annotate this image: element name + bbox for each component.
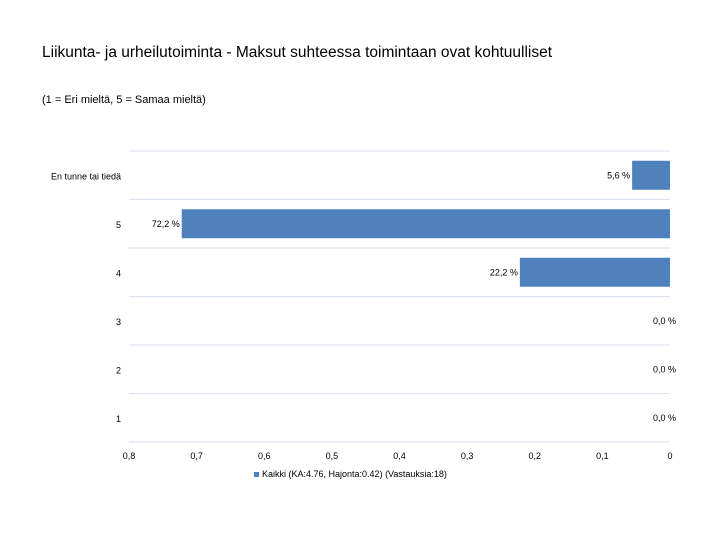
data-label: 22,2 % bbox=[490, 267, 518, 277]
category-label: En tunne tai tiedä bbox=[51, 171, 121, 181]
x-tick-label: 0,1 bbox=[596, 451, 609, 461]
data-label: 5,6 % bbox=[607, 170, 630, 180]
data-label: 72,2 % bbox=[152, 219, 180, 229]
x-tick-label: 0,6 bbox=[258, 451, 271, 461]
category-label: 4 bbox=[116, 268, 121, 278]
category-label: 1 bbox=[116, 414, 121, 424]
bar bbox=[519, 257, 670, 287]
bar bbox=[632, 160, 670, 190]
x-tick-label: 0,7 bbox=[190, 451, 203, 461]
data-label: 0,0 % bbox=[653, 413, 676, 423]
category-label: 2 bbox=[116, 365, 121, 375]
x-tick-label: 0,4 bbox=[393, 451, 406, 461]
legend-label: Kaikki (KA:4.76, Hajonta:0.42) (Vastauks… bbox=[262, 469, 447, 479]
chart-subtitle: (1 = Eri mieltä, 5 = Samaa mieltä) bbox=[42, 94, 206, 106]
x-tick-label: 0,8 bbox=[123, 451, 136, 461]
x-tick-label: 0,5 bbox=[326, 451, 339, 461]
data-label: 0,0 % bbox=[653, 316, 676, 326]
legend-swatch bbox=[254, 471, 259, 477]
category-label: 5 bbox=[116, 220, 121, 230]
legend: Kaikki (KA:4.76, Hajonta:0.42) (Vastauks… bbox=[254, 469, 447, 479]
category-label: 3 bbox=[116, 317, 121, 327]
data-label: 0,0 % bbox=[653, 364, 676, 374]
bar bbox=[181, 209, 670, 239]
x-tick-label: 0 bbox=[667, 451, 672, 461]
x-tick-label: 0,2 bbox=[528, 451, 541, 461]
x-tick-label: 0,3 bbox=[461, 451, 474, 461]
chart-title: Liikunta- ja urheilutoiminta - Maksut su… bbox=[42, 44, 553, 61]
